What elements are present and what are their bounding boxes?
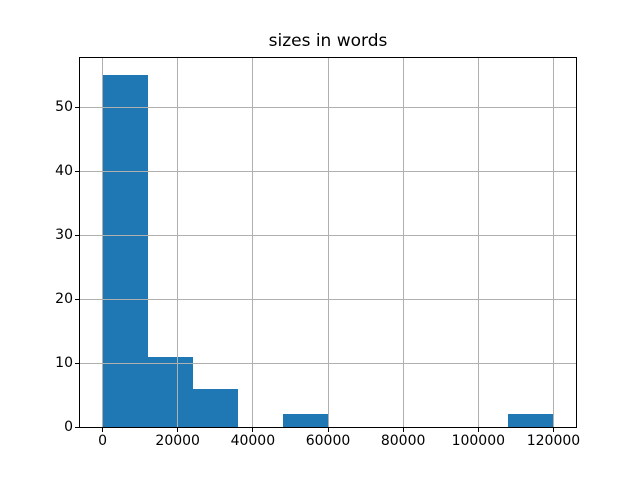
x-axis-tick [252, 428, 254, 433]
x-gridline [552, 57, 554, 428]
y-axis-tick [75, 234, 79, 236]
x-tick-label: 80000 [380, 433, 426, 450]
x-tick-label: 100000 [451, 433, 506, 450]
x-tick-label: 0 [98, 433, 107, 450]
x-axis-tick [477, 428, 479, 433]
y-gridline [80, 170, 576, 172]
y-axis-tick [75, 170, 79, 172]
y-tick-label: 0 [64, 419, 73, 436]
x-tick-label: 40000 [230, 433, 276, 450]
x-gridline [402, 57, 404, 428]
y-axis-tick [75, 362, 79, 364]
x-gridline [477, 57, 479, 428]
y-axis-tick [75, 426, 79, 428]
x-tick-label: 20000 [155, 433, 200, 450]
x-axis-tick [552, 428, 554, 433]
histogram-bar [147, 356, 193, 428]
histogram-bar [282, 414, 328, 428]
y-tick-label: 30 [55, 227, 73, 244]
y-gridline [80, 106, 576, 108]
y-tick-label: 10 [55, 355, 73, 372]
y-tick-label: 40 [55, 163, 73, 180]
y-gridline [80, 362, 576, 364]
chart-title: sizes in words [268, 31, 388, 51]
histogram-bar [192, 388, 238, 428]
plot-area: 0 20000 40000 60000 80000 100000 120000 0 10 20 30… [55, 56, 580, 449]
y-tick-label: 20 [55, 291, 73, 308]
x-gridline [102, 57, 104, 428]
x-axis-tick [177, 428, 179, 433]
y-tick-label: 50 [55, 99, 73, 116]
y-gridline [80, 234, 576, 236]
y-gridline [80, 298, 576, 300]
x-axis-tick [102, 428, 104, 433]
y-axis-tick [75, 106, 79, 108]
x-gridline [327, 57, 329, 428]
x-tick-label: 120000 [526, 433, 581, 450]
histogram-bar [508, 414, 554, 428]
x-gridline [252, 57, 254, 428]
histogram-bar [102, 75, 148, 428]
x-axis-tick [327, 428, 329, 433]
y-axis-tick [75, 298, 79, 300]
x-tick-label: 60000 [305, 433, 351, 450]
x-gridline [177, 57, 179, 428]
x-axis-tick [402, 428, 404, 433]
